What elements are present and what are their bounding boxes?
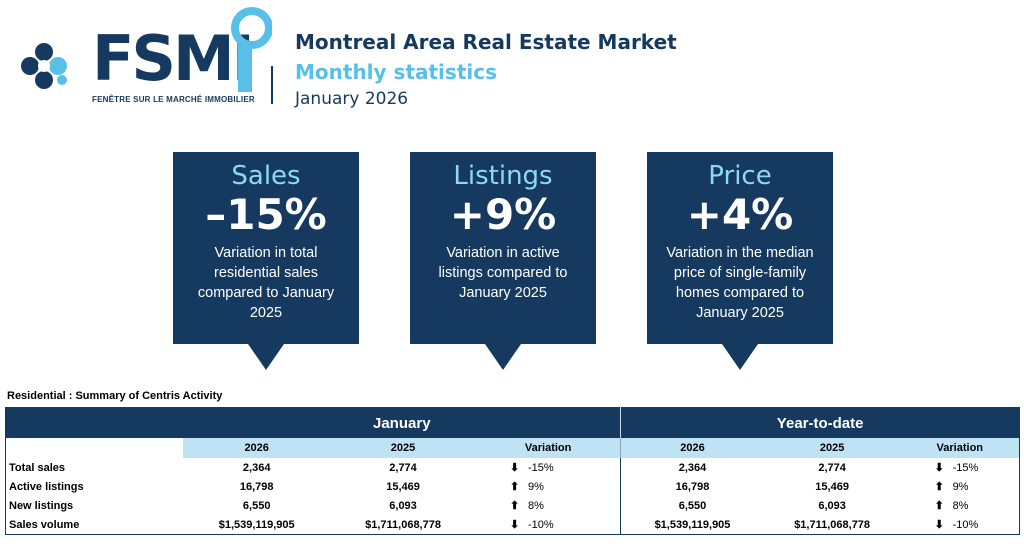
stat-description: Variation in active listings compared to… xyxy=(438,244,568,301)
table-row: Total sales 2,364 2,774 ⬇ -15% 2,364 2,774 ⬇ -15… xyxy=(6,458,1020,477)
row-label: Active listings xyxy=(9,480,84,493)
table-column-header: 2026 2025 Variation 2026 2025 Variation xyxy=(5,438,1020,458)
cell-jan-2026: 16,798 xyxy=(239,480,274,493)
stat-value: +9% xyxy=(449,189,557,239)
col-jan-variation: Variation xyxy=(475,438,621,458)
cell-ytd-2026: $1,539,119,905 xyxy=(620,515,764,535)
cell-jan-variation: ⬆ 9% xyxy=(476,477,621,496)
col-jan-2025: 2025 xyxy=(330,438,476,458)
cell-jan-2025: 6,093 xyxy=(389,499,417,512)
stat-title: Listings xyxy=(453,161,553,191)
cell-ytd-2025: 2,774 xyxy=(818,461,846,474)
col-ytd-2025: 2025 xyxy=(763,438,901,458)
arrow-up-icon: ⬆ xyxy=(509,481,520,493)
arrow-up-icon: ⬆ xyxy=(934,481,944,493)
cell-jan-variation: ⬇ -15% xyxy=(476,458,621,477)
page-subtitle: Monthly statistics xyxy=(295,60,497,84)
row-label: New listings xyxy=(9,499,74,512)
variation-value: 9% xyxy=(952,481,969,493)
row-label: Sales volume xyxy=(9,518,80,531)
arrow-up-icon: ⬆ xyxy=(509,500,520,512)
stat-value: +4% xyxy=(686,189,794,239)
col-ytd-variation: Variation xyxy=(900,438,1020,458)
col-jan-2026: 2026 xyxy=(183,438,331,458)
cell-ytd-variation: ⬇ -10% xyxy=(901,515,1020,535)
arrow-down-icon: ⬇ xyxy=(934,519,944,531)
arrow-down-icon: ⬇ xyxy=(934,462,944,474)
brand-tagline: FENÊTRE SUR LE MARCHÉ IMMOBILIER xyxy=(92,95,255,104)
cell-ytd-2026: 2,364 xyxy=(620,458,764,477)
arrow-down-icon: ⬇ xyxy=(509,519,520,531)
cell-jan-variation: ⬇ -10% xyxy=(476,515,621,535)
variation-value: -10% xyxy=(952,519,979,531)
stat-card-sales: Sales –15% Variation in total residentia… xyxy=(173,152,359,370)
cell-ytd-2025: 15,469 xyxy=(815,480,849,493)
cell-jan-2025: 15,469 xyxy=(386,480,420,493)
cell-ytd-2026: 16,798 xyxy=(620,477,764,496)
fsmi-logo-text: FSMI xyxy=(92,22,255,95)
variation-value: -10% xyxy=(527,519,554,531)
arrow-up-icon: ⬆ xyxy=(934,500,944,512)
col-ytd-2026: 2026 xyxy=(620,438,764,458)
page-title: Montreal Area Real Estate Market xyxy=(295,30,677,54)
variation-value: 9% xyxy=(527,481,544,493)
cell-jan-2025: $1,711,068,778 xyxy=(365,518,441,531)
cell-ytd-2025: $1,711,068,778 xyxy=(794,518,871,531)
group-january: January xyxy=(183,407,621,438)
table-row: Sales volume $1,539,119,905 $1,711,068,778… xyxy=(6,515,1020,535)
stat-title: Price xyxy=(708,161,772,191)
stat-description: Variation in total residential sales com… xyxy=(197,244,335,321)
summary-table: January Year-to-date 2026 2025 Variation… xyxy=(5,407,1020,535)
stat-description: Variation in the median price of single-… xyxy=(666,244,814,321)
row-label-header xyxy=(5,438,184,458)
arrow-down-icon: ⬇ xyxy=(509,462,520,474)
table-group-header: January Year-to-date xyxy=(5,407,1020,438)
group-ytd: Year-to-date xyxy=(620,407,1020,438)
variation-value: 8% xyxy=(952,500,969,512)
table-corner xyxy=(5,407,184,438)
stat-value: –15% xyxy=(205,189,327,239)
variation-value: -15% xyxy=(952,462,979,474)
stat-card-listings: Listings +9% Variation in active listing… xyxy=(410,152,596,370)
variation-value: 8% xyxy=(527,500,544,512)
cell-jan-2026: 6,550 xyxy=(242,499,271,512)
table-row: New listings 6,550 6,093 ⬆ 8% 6,550 6,093 ⬆ 8% xyxy=(6,496,1020,515)
cell-ytd-variation: ⬇ -15% xyxy=(901,458,1020,477)
cell-jan-2026: $1,539,119,905 xyxy=(218,518,295,531)
cell-jan-2025: 2,774 xyxy=(389,461,417,474)
stat-title: Sales xyxy=(231,161,301,191)
table-row: Active listings 16,798 15,469 ⬆ 9% 16,798 15,4… xyxy=(6,477,1020,496)
stat-card-price: Price +4% Variation in the median price … xyxy=(647,152,833,370)
cell-ytd-2025: 6,093 xyxy=(818,499,846,512)
table-caption: Residential : Summary of Centris Activit… xyxy=(7,390,223,402)
variation-value: -15% xyxy=(527,462,554,474)
map-pin-icon xyxy=(231,7,272,92)
cell-jan-variation: ⬆ 8% xyxy=(476,496,621,515)
cell-ytd-variation: ⬆ 8% xyxy=(901,496,1020,515)
cell-ytd-variation: ⬆ 9% xyxy=(901,477,1020,496)
cell-jan-2026: 2,364 xyxy=(242,461,271,474)
report-date: January 2026 xyxy=(295,89,409,109)
cell-ytd-2026: 6,550 xyxy=(620,496,764,515)
header-divider xyxy=(271,66,273,104)
fsmi-emblem-icon xyxy=(21,43,67,89)
row-label: Total sales xyxy=(9,461,66,474)
